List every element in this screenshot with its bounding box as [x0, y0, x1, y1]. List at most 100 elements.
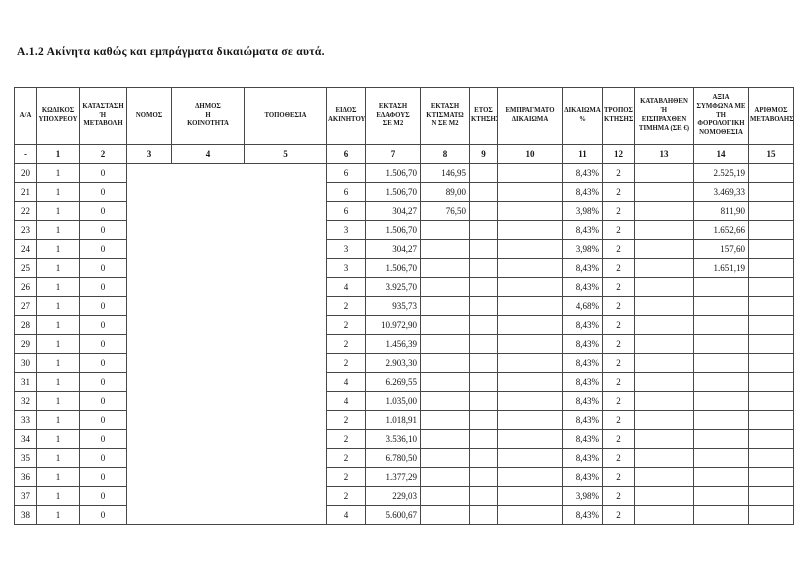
cell-aa: 36: [14, 467, 37, 487]
cell-ektasi-edafous: 1.456,39: [365, 334, 421, 354]
cell-axia: [693, 277, 749, 297]
cell-ektasi-ktismaton: [420, 448, 470, 468]
cell-empragmato-dikaioma: [497, 201, 563, 221]
cell-empragmato-dikaioma: [497, 334, 563, 354]
cell-aa: 21: [14, 182, 37, 202]
table-row: 28 1 0 2 10.972,90 8,43% 2: [14, 315, 794, 335]
cell-katastasi-metavoli: 0: [79, 448, 127, 468]
cell-ektasi-edafous: 1.035,00: [365, 391, 421, 411]
cell-dikaioma-pct: 8,43%: [562, 182, 603, 202]
cell-tropos-ktisis: 2: [602, 182, 635, 202]
cell-ektasi-edafous: 3.925,70: [365, 277, 421, 297]
cell-eidos-akinitou: 2: [326, 467, 366, 487]
header-number-row: -1 2 3 4 5 6 7 8 9 10 11 12 13 14 15: [14, 144, 794, 164]
cell-eidos-akinitou: 2: [326, 315, 366, 335]
column-number-topothesia: 5: [244, 144, 327, 164]
cell-timima: [634, 505, 694, 525]
cell-katastasi-metavoli: 0: [79, 505, 127, 525]
cell-kodikos-ypochreou: 1: [36, 505, 80, 525]
cell-timima: [634, 315, 694, 335]
cell-tropos-ktisis: 2: [602, 334, 635, 354]
cell-empragmato-dikaioma: [497, 182, 563, 202]
cell-dikaioma-pct: 8,43%: [562, 391, 603, 411]
column-number-nomos: 3: [126, 144, 172, 164]
cell-aa: 24: [14, 239, 37, 259]
cell-katastasi-metavoli: 0: [79, 258, 127, 278]
cell-eidos-akinitou: 4: [326, 277, 366, 297]
cell-ektasi-ktismaton: 89,00: [420, 182, 470, 202]
cell-empragmato-dikaioma: [497, 277, 563, 297]
cell-arithmos-metavolis: [748, 467, 794, 487]
cell-aa: 35: [14, 448, 37, 468]
cell-timima: [634, 429, 694, 449]
cell-aa: 34: [14, 429, 37, 449]
cell-empragmato-dikaioma: [497, 258, 563, 278]
cell-kodikos-ypochreou: 1: [36, 391, 80, 411]
cell-aa: 38: [14, 505, 37, 525]
cell-eidos-akinitou: 2: [326, 334, 366, 354]
cell-arithmos-metavolis: [748, 448, 794, 468]
cell-katastasi-metavoli: 0: [79, 486, 127, 506]
cell-arithmos-metavolis: [748, 353, 794, 373]
table-row: 34 1 0 2 3.536,10 8,43% 2: [14, 429, 794, 449]
cell-arithmos-metavolis: [748, 334, 794, 354]
cell-kodikos-ypochreou: 1: [36, 201, 80, 221]
cell-etos-ktisis: [469, 410, 498, 430]
table-row: 37 1 0 2 229,03 3,98% 2: [14, 486, 794, 506]
cell-timima: [634, 258, 694, 278]
cell-dikaioma-pct: 8,43%: [562, 505, 603, 525]
cell-ektasi-edafous: 1.018,91: [365, 410, 421, 430]
cell-ektasi-ktismaton: [420, 353, 470, 373]
cell-eidos-akinitou: 2: [326, 296, 366, 316]
cell-dikaioma-pct: 8,43%: [562, 448, 603, 468]
cell-etos-ktisis: [469, 201, 498, 221]
cell-eidos-akinitou: 2: [326, 486, 366, 506]
cell-axia: [693, 448, 749, 468]
column-number-ektasi-ktismaton: 8: [420, 144, 470, 164]
header-ektasi-edafous: ΕΚΤΑΣΗ ΕΔΑΦΟΥΣ ΣΕ Μ2: [365, 87, 421, 145]
cell-eidos-akinitou: 4: [326, 505, 366, 525]
cell-timima: [634, 467, 694, 487]
cell-eidos-akinitou: 4: [326, 372, 366, 392]
cell-ektasi-ktismaton: 76,50: [420, 201, 470, 221]
cell-dikaioma-pct: 8,43%: [562, 410, 603, 430]
header-nomos: ΝΟΜΟΣ: [126, 87, 172, 145]
cell-timima: [634, 334, 694, 354]
table-row: 25 1 0 3 1.506,70 8,43% 2 1.651,19: [14, 258, 794, 278]
header-ektasi-ktismaton: ΕΚΤΑΣΗ ΚΤΙΣΜΑΤΩ Ν ΣΕ Μ2: [420, 87, 470, 145]
cell-katastasi-metavoli: 0: [79, 163, 127, 183]
cell-tropos-ktisis: 2: [602, 277, 635, 297]
cell-ektasi-edafous: 5.600,67: [365, 505, 421, 525]
cell-dikaioma-pct: 3,98%: [562, 201, 603, 221]
header-axia: ΑΞΙΑ ΣΥΜΦΩΝΑ ΜΕ ΤΗ ΦΟΡΟΛΟΓΙΚΗ ΝΟΜΟΘΕΣΙΑ: [693, 87, 749, 145]
cell-axia: [693, 505, 749, 525]
cell-arithmos-metavolis: [748, 315, 794, 335]
cell-empragmato-dikaioma: [497, 467, 563, 487]
cell-tropos-ktisis: 2: [602, 220, 635, 240]
cell-ektasi-ktismaton: 146,95: [420, 163, 470, 183]
cell-etos-ktisis: [469, 277, 498, 297]
column-number-axia: 14: [693, 144, 749, 164]
cell-timima: [634, 391, 694, 411]
cell-dikaioma-pct: 8,43%: [562, 429, 603, 449]
column-number-tropos-ktisis: 12: [602, 144, 635, 164]
cell-katastasi-metavoli: 0: [79, 315, 127, 335]
table-row: 22 1 0 6 304,27 76,50 3,98% 2 811,90: [14, 201, 794, 221]
cell-timima: [634, 372, 694, 392]
cell-tropos-ktisis: 2: [602, 410, 635, 430]
column-number-dimos-koinotita: 4: [171, 144, 245, 164]
cell-tropos-ktisis: 2: [602, 296, 635, 316]
cell-dikaioma-pct: 8,43%: [562, 220, 603, 240]
column-number-etos-ktisis: 9: [469, 144, 498, 164]
cell-aa: 32: [14, 391, 37, 411]
cell-eidos-akinitou: 4: [326, 391, 366, 411]
cell-axia: [693, 296, 749, 316]
header-label-row: Α/Α ΚΩΔΙΚΟΣ ΥΠΟΧΡΕΟΥ ΚΑΤΑΣΤΑΣΗ Ή ΜΕΤΑΒΟΛΗ Ν…: [14, 87, 794, 145]
cell-arithmos-metavolis: [748, 163, 794, 183]
cell-ektasi-edafous: 304,27: [365, 239, 421, 259]
cell-empragmato-dikaioma: [497, 239, 563, 259]
cell-tropos-ktisis: 2: [602, 429, 635, 449]
cell-axia: [693, 334, 749, 354]
cell-ektasi-edafous: 1.377,29: [365, 467, 421, 487]
header-arithmos-metavolis: ΑΡΙΘΜΟΣ ΜΕΤΑΒΟΛΗΣ: [748, 87, 794, 145]
